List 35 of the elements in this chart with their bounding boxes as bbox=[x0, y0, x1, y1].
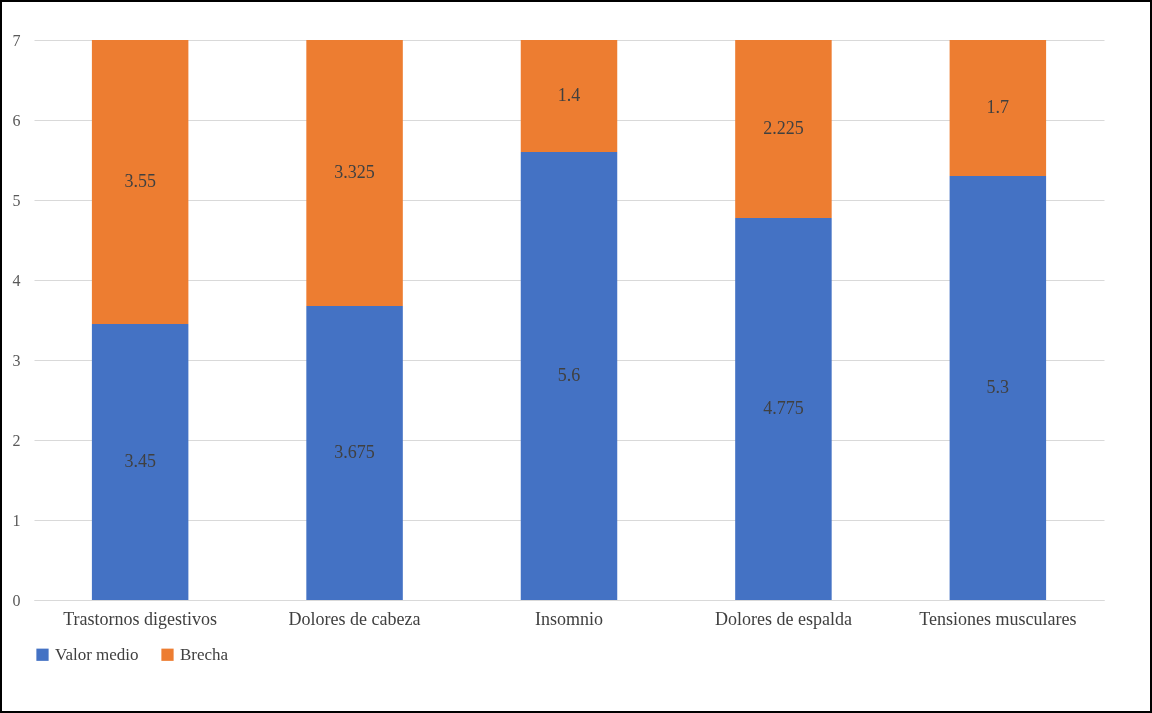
bar bbox=[306, 40, 403, 306]
x-tick-label: Insomnio bbox=[534, 608, 604, 629]
bar bbox=[735, 40, 832, 218]
bar bbox=[306, 306, 403, 600]
legend-label: Valor medio bbox=[55, 644, 139, 664]
bar bbox=[91, 40, 189, 324]
bar bbox=[735, 218, 832, 600]
data-label: 4.775 bbox=[763, 398, 804, 418]
data-label: 1.7 bbox=[986, 97, 1010, 117]
y-tick-label: 7 bbox=[12, 31, 21, 49]
y-tick-label: 4 bbox=[12, 271, 21, 289]
bar bbox=[949, 176, 1047, 600]
legend-label: Brecha bbox=[180, 644, 229, 664]
y-tick-label: 0 bbox=[12, 591, 21, 609]
data-label: 2.225 bbox=[763, 118, 804, 138]
data-label: 3.45 bbox=[124, 451, 156, 471]
x-tick-label: Dolores de espalda bbox=[714, 608, 852, 629]
data-label: 3.675 bbox=[334, 442, 375, 462]
bar bbox=[91, 324, 189, 600]
bar bbox=[520, 152, 618, 600]
x-tick-label: Trastornos digestivos bbox=[63, 608, 218, 629]
y-tick-label: 5 bbox=[12, 191, 21, 209]
x-tick-label: Dolores de cabeza bbox=[288, 608, 421, 629]
y-tick-label: 2 bbox=[12, 431, 21, 449]
data-label: 3.55 bbox=[124, 171, 156, 191]
y-tick-label: 1 bbox=[12, 511, 21, 529]
bar bbox=[520, 40, 618, 152]
data-label: 1.4 bbox=[557, 85, 581, 105]
y-tick-label: 6 bbox=[12, 111, 21, 129]
data-label: 5.6 bbox=[557, 365, 581, 385]
data-label: 3.325 bbox=[334, 162, 375, 182]
bar bbox=[949, 40, 1047, 176]
data-label: 5.3 bbox=[986, 377, 1010, 397]
y-tick-label: 3 bbox=[12, 351, 21, 369]
x-tick-label: Tensiones musculares bbox=[919, 608, 1077, 629]
